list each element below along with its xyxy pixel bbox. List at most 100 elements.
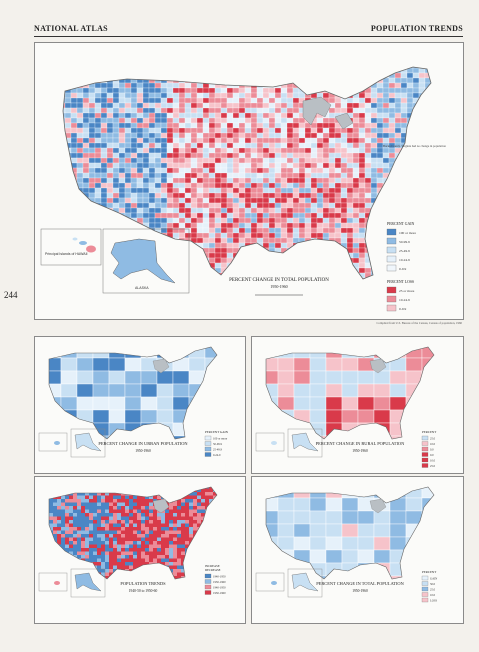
state-cell xyxy=(165,537,169,541)
county-cell xyxy=(250,157,258,164)
legend-label: 0.0 xyxy=(430,447,434,451)
county-cell xyxy=(118,117,126,124)
county-cell xyxy=(130,182,138,189)
county-cell xyxy=(238,192,246,199)
county-cell xyxy=(178,202,186,209)
county-cell xyxy=(274,217,282,224)
county-cell xyxy=(196,97,204,104)
county-cell xyxy=(214,237,222,244)
state-cell xyxy=(133,541,137,545)
state-cell xyxy=(293,536,311,551)
state-cell xyxy=(193,516,197,520)
county-cell xyxy=(202,142,210,149)
county-cell xyxy=(274,192,282,199)
small-map-years: 1950-1960 xyxy=(135,449,151,453)
county-cell xyxy=(262,127,270,134)
state-cell xyxy=(137,520,141,524)
county-cell xyxy=(202,162,210,169)
legend-swatch xyxy=(421,592,429,597)
county-cell xyxy=(238,142,246,149)
state-cell xyxy=(137,562,141,566)
county-cell xyxy=(256,217,264,224)
state-cell xyxy=(92,370,110,385)
state-cell xyxy=(141,551,145,555)
county-cell xyxy=(166,117,174,124)
state-cell xyxy=(53,520,57,524)
county-cell xyxy=(172,167,180,174)
state-cell xyxy=(117,555,121,559)
county-cell xyxy=(148,137,156,144)
county-cell xyxy=(160,97,168,104)
county-cell xyxy=(136,92,144,99)
county-cell xyxy=(322,187,330,194)
state-cell xyxy=(121,551,125,555)
county-cell xyxy=(232,152,240,159)
county-cell xyxy=(226,107,234,114)
county-cell xyxy=(304,187,312,194)
county-cell xyxy=(154,82,162,89)
county-cell xyxy=(178,112,186,119)
county-cell xyxy=(394,97,402,104)
hawaii-label: Principal Islands of HAWAII xyxy=(45,252,88,256)
county-cell xyxy=(214,102,222,109)
county-cell xyxy=(142,117,150,124)
county-cell xyxy=(328,207,336,214)
state-cell xyxy=(133,495,137,499)
county-cell xyxy=(286,157,294,164)
county-cell xyxy=(100,187,108,194)
county-cell xyxy=(400,92,408,99)
county-cell xyxy=(196,157,204,164)
county-cell xyxy=(388,112,396,119)
county-cell xyxy=(244,122,252,129)
state-cell xyxy=(373,396,391,411)
state-cell xyxy=(197,502,201,506)
county-cell xyxy=(280,112,288,119)
county-cell xyxy=(238,87,246,94)
state-cell xyxy=(109,530,113,534)
county-cell xyxy=(208,97,216,104)
state-cell xyxy=(97,562,101,566)
county-cell xyxy=(328,157,336,164)
state-cell xyxy=(53,516,57,520)
county-cell xyxy=(100,97,108,104)
county-cell xyxy=(232,182,240,189)
county-cell xyxy=(298,122,306,129)
county-cell xyxy=(304,192,312,199)
state-cell xyxy=(201,499,205,503)
county-cell xyxy=(370,162,378,169)
county-cell xyxy=(124,157,132,164)
county-cell xyxy=(124,127,132,134)
county-cell xyxy=(208,232,216,239)
state-cell xyxy=(141,537,145,541)
state-cell xyxy=(161,551,165,555)
state-cell xyxy=(169,555,173,559)
county-cell xyxy=(196,127,204,134)
county-cell xyxy=(268,202,276,209)
state-cell xyxy=(85,513,89,517)
state-cell xyxy=(93,530,97,534)
state-cell xyxy=(189,530,193,534)
county-cell xyxy=(214,147,222,154)
state-cell xyxy=(61,537,65,541)
county-cell xyxy=(118,182,126,189)
county-cell xyxy=(112,97,120,104)
county-cell xyxy=(316,222,324,229)
state-cell xyxy=(121,530,125,534)
county-cell xyxy=(262,222,270,229)
county-cell xyxy=(292,232,300,239)
county-cell xyxy=(232,147,240,154)
state-cell xyxy=(193,530,197,534)
county-cell xyxy=(376,102,384,109)
county-cell xyxy=(286,92,294,99)
state-cell xyxy=(165,551,169,555)
county-cell xyxy=(298,167,306,174)
county-cell xyxy=(262,212,270,219)
county-cell xyxy=(160,187,168,194)
county-cell xyxy=(334,182,342,189)
county-cell xyxy=(208,242,216,249)
state-cell xyxy=(108,357,126,372)
county-cell xyxy=(406,77,414,84)
county-cell xyxy=(166,82,174,89)
state-cell xyxy=(60,357,78,372)
county-cell xyxy=(214,127,222,134)
